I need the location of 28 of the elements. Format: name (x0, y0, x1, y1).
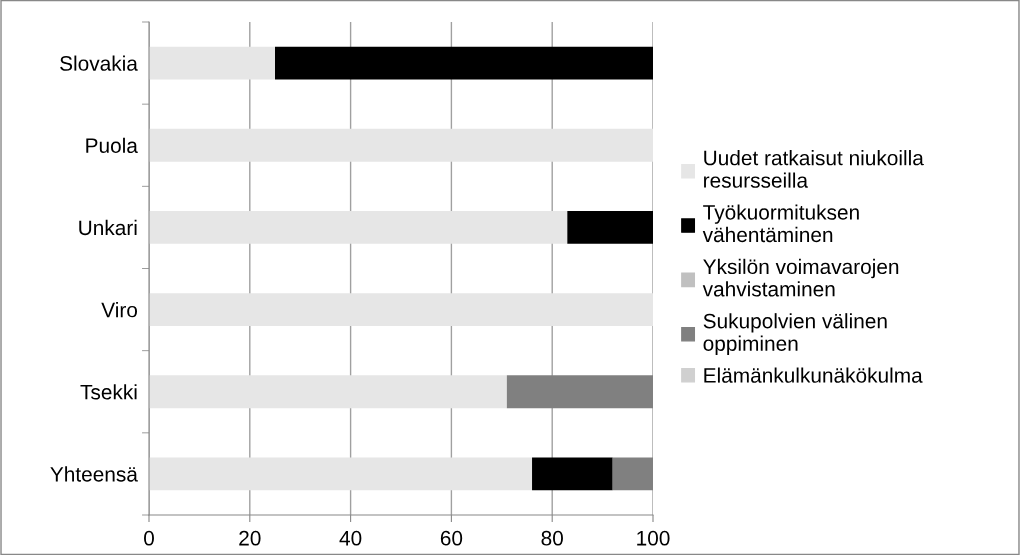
y-tick-label: Tsekki (80, 384, 137, 400)
x-tick-label: 40 (339, 530, 362, 546)
bar (149, 375, 507, 409)
legend-label: Työkuormituksen vähentäminen (702, 204, 859, 243)
y-tick-label: Unkari (79, 219, 137, 236)
y-tick-label: Viro (101, 302, 138, 318)
legend-label: Yksilön voimavarojen vahvistaminen (702, 258, 899, 297)
x-tick-label: 80 (541, 530, 563, 546)
bar (149, 210, 568, 244)
bar (149, 457, 533, 491)
bar (506, 375, 653, 409)
y-tick-label: Yhteensä (50, 466, 138, 482)
y-tick-label: Slovakia (60, 55, 138, 71)
bar (275, 46, 653, 80)
legend-label: Elämänkulkunäkökulma (704, 367, 923, 383)
bar (149, 293, 653, 327)
bar (149, 128, 653, 162)
bar (149, 46, 275, 80)
legend-label: Sukupolvien välinen oppiminen (703, 313, 887, 356)
x-tick-label: 0 (144, 530, 154, 546)
x-tick-label: 100 (637, 530, 670, 546)
x-tick-label: 60 (440, 530, 463, 546)
y-tick-label: Puola (86, 137, 138, 153)
bar (612, 457, 653, 491)
bar (567, 210, 653, 244)
x-tick-label: 20 (239, 530, 261, 546)
bar (532, 457, 613, 491)
legend-label: Uudet ratkaisut niukoilla resursseilla (704, 150, 924, 188)
